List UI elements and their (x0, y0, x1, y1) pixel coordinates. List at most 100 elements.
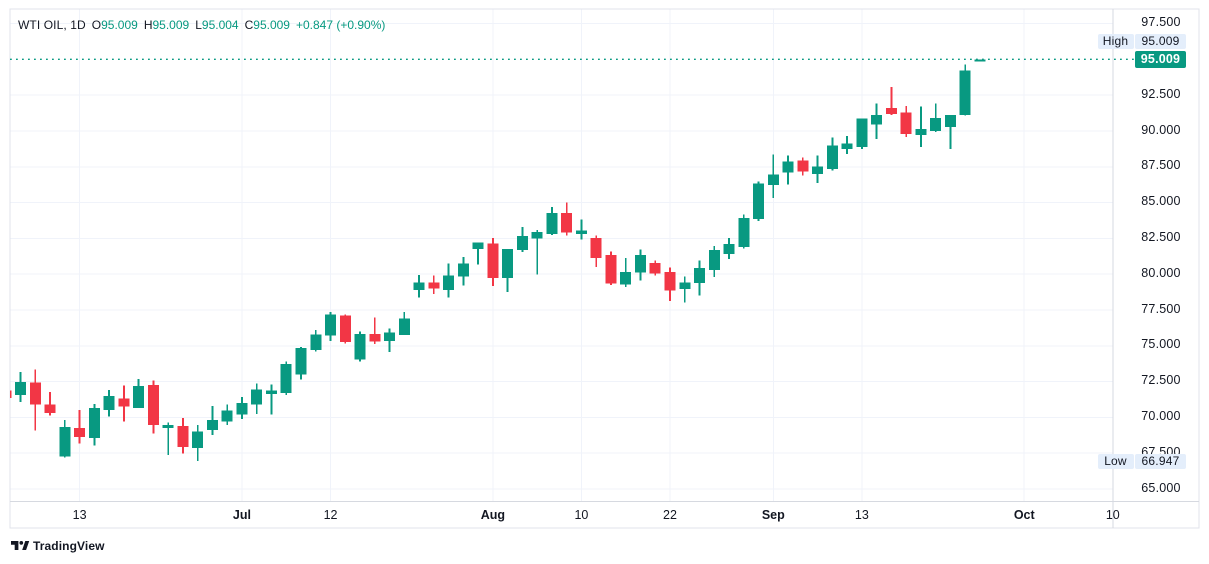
candle-1 (15, 372, 27, 402)
candle-51 (753, 181, 765, 221)
candle-body (236, 402, 248, 415)
candle-body (265, 390, 277, 394)
candle-23 (339, 314, 351, 344)
candle-body (812, 166, 824, 174)
candle-body (147, 384, 159, 425)
candle-22 (325, 311, 337, 341)
candle-55 (812, 155, 824, 183)
candle-28 (413, 274, 425, 298)
candle-wick (477, 242, 480, 265)
last-price-label: 95.009 (1135, 50, 1186, 68)
candle-body (679, 282, 691, 290)
ohlc-prefix: H (143, 17, 153, 32)
candle-body (88, 408, 100, 439)
time-tick-Sep: Sep (761, 507, 785, 522)
candle-10 (147, 380, 159, 434)
ohlc-prefix: O (91, 17, 102, 32)
candle-33 (487, 237, 499, 287)
candle-body (59, 426, 71, 457)
time-tick-13: 13 (854, 507, 869, 522)
candle-19 (280, 361, 292, 396)
candle-wick (536, 229, 539, 275)
candle-11 (162, 422, 174, 456)
candle-26 (384, 328, 396, 352)
candle-body (531, 232, 543, 239)
outer-frame-border (9, 8, 1200, 529)
candle-body (162, 424, 174, 429)
candle-body (428, 282, 440, 289)
candle-wick (683, 276, 686, 303)
candle-36 (531, 229, 543, 275)
candle-body (206, 419, 218, 430)
candle-body (575, 230, 587, 235)
candle-20 (295, 346, 307, 380)
candle-wick (580, 219, 583, 240)
candle-4 (59, 419, 71, 458)
price-tick-87.500: 87.500 (1141, 158, 1181, 173)
high-marker-label: High (1097, 34, 1134, 50)
time-tick-13: 13 (72, 507, 87, 522)
candle-body (871, 114, 883, 125)
candle-50 (738, 214, 750, 249)
candle-body (502, 248, 514, 279)
candle-body (797, 160, 809, 172)
candle-21 (310, 330, 322, 352)
candle-6 (88, 403, 100, 446)
tradingview-attribution[interactable]: TradingView (10, 538, 105, 554)
candle-body (546, 212, 558, 234)
tradingview-logo-icon (10, 541, 29, 550)
candle-body (192, 431, 204, 448)
ohlc-value: 95.009 (152, 17, 190, 32)
candle-body (15, 382, 27, 396)
candle-57 (841, 135, 853, 155)
candle-body (885, 107, 897, 114)
price-tick-90.000: 90.000 (1141, 122, 1181, 137)
ohlc-value: 95.009 (101, 17, 138, 32)
candle-body (325, 314, 337, 336)
symbol-ohlc-legend: WTI OIL, 1D O95.009 H95.009 L95.004 C95.009… (18, 17, 385, 33)
candle-body (74, 428, 86, 438)
candle-body (413, 282, 425, 290)
candle-body (487, 243, 499, 279)
candle-35 (516, 227, 528, 253)
candle-body (944, 114, 956, 127)
candle-40 (590, 235, 602, 267)
price-tick-97.500: 97.500 (1141, 15, 1181, 30)
candle-5 (74, 409, 86, 444)
grid-lines (10, 9, 1114, 502)
candle-37 (546, 207, 558, 236)
candle-body (251, 389, 263, 405)
price-tick-72.500: 72.500 (1141, 373, 1181, 388)
candle-body (10, 390, 12, 399)
candle-body (295, 347, 307, 375)
candle-body (649, 262, 661, 274)
candle-wick (78, 409, 81, 444)
candle-59 (871, 103, 883, 139)
candle-body (856, 118, 868, 148)
time-tick-12: 12 (323, 507, 338, 522)
price-change: +0.847 (+0.90%) (295, 17, 386, 32)
time-tick-10: 10 (574, 507, 589, 522)
candle-49 (723, 237, 735, 260)
chart-frame (9, 8, 1200, 529)
candle-46 (679, 276, 691, 303)
candle-wick (5, 390, 7, 398)
candle-9 (133, 378, 145, 408)
candle-58 (856, 118, 868, 149)
candle-body (133, 385, 145, 408)
candle-body (590, 237, 602, 259)
candle-body (398, 318, 410, 336)
candle-29 (428, 275, 440, 295)
candle-body (384, 332, 396, 341)
price-tick-77.500: 77.500 (1141, 301, 1181, 316)
candle-body (177, 425, 189, 447)
candle-body (826, 145, 838, 170)
candle-64 (944, 114, 956, 149)
candle-body (634, 254, 646, 273)
candle-body (339, 315, 351, 343)
candle-48 (708, 246, 720, 278)
candle-3 (44, 392, 56, 416)
candle-66 (974, 59, 986, 62)
